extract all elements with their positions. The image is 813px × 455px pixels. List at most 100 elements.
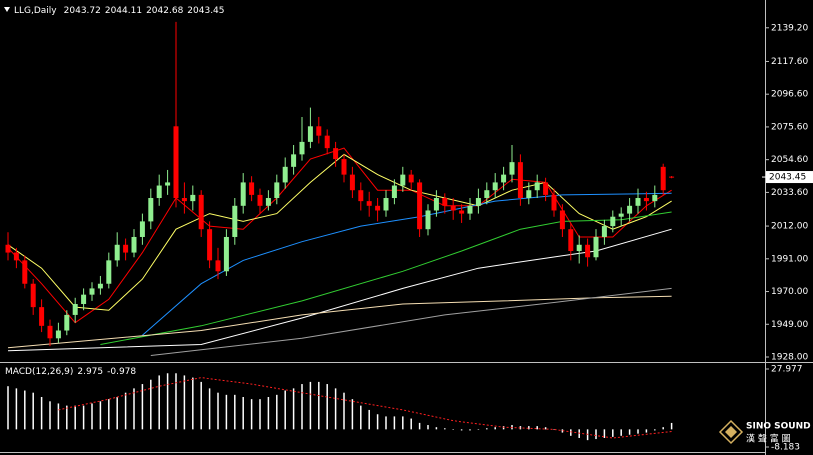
candle-body [501, 174, 507, 183]
macd-bar [183, 375, 186, 430]
candle-body [181, 198, 187, 202]
macd-tick-label: 27.977 [771, 365, 803, 375]
candle-body [97, 283, 103, 289]
macd-bar [494, 427, 496, 430]
macd-bar [620, 429, 622, 436]
y-tick-label: 2075.60 [771, 122, 808, 132]
macd-bar [301, 384, 303, 430]
macd-bar [536, 426, 538, 430]
candle-body [484, 190, 490, 199]
logo-diamond [718, 419, 744, 445]
candle-body [543, 182, 549, 195]
y-tick-label: 2012.00 [771, 222, 808, 232]
macd-bar [309, 381, 312, 430]
candle-body [190, 194, 196, 202]
macd-bar [460, 429, 463, 431]
macd-bar [418, 422, 421, 430]
ohlc-value: 2044.11 [105, 6, 142, 16]
macd-bar [99, 401, 102, 430]
macd-bar [402, 416, 404, 430]
candle-body [375, 205, 381, 211]
y-tick-label: 1991.00 [771, 254, 808, 264]
macd-bar [561, 429, 564, 433]
macd-bar [7, 386, 9, 430]
candle-body [64, 314, 70, 331]
macd-bar [158, 375, 160, 430]
candle-body [593, 236, 599, 258]
macd-bar [259, 399, 261, 430]
macd-bar [343, 392, 345, 430]
y-tick-label: 2096.60 [771, 90, 808, 100]
y-tick-label: 2054.60 [771, 155, 808, 165]
macd-bar [192, 377, 194, 430]
candle-body [391, 185, 397, 199]
candle-body [274, 182, 280, 199]
candle-body [568, 229, 574, 252]
candle-body [408, 174, 414, 183]
candle-body [610, 216, 616, 227]
y-tick-label: 2033.60 [771, 188, 808, 198]
macd-bar [292, 388, 295, 430]
candle-body [333, 148, 339, 160]
candle-body [81, 294, 87, 305]
candle-body [165, 182, 171, 186]
candle-body [585, 244, 591, 258]
macd-bar [368, 409, 370, 430]
candle-body [475, 198, 481, 206]
macd-bar [544, 427, 547, 430]
current-price-box [766, 171, 813, 184]
candle-body [366, 201, 372, 206]
menu-triangle[interactable] [4, 7, 10, 12]
macd-bar [670, 422, 673, 430]
candle-body [223, 236, 229, 272]
macd-bar [166, 373, 169, 430]
candle-body [324, 135, 330, 149]
candle-body [660, 166, 666, 191]
candle-body [257, 194, 263, 206]
candle-body [47, 325, 53, 339]
y-tick-label: 2139.20 [771, 23, 808, 33]
macd-bar [410, 418, 412, 430]
candle-body [400, 174, 406, 186]
candle-body [240, 182, 246, 206]
candle-body [249, 182, 255, 195]
ma-line [150, 287, 672, 356]
candle-body [30, 283, 36, 308]
macd-bar [570, 429, 572, 436]
macd-bar [477, 429, 480, 430]
macd-bar [208, 388, 211, 430]
candle-body [291, 154, 297, 167]
candle-body [526, 190, 532, 199]
macd-bar [225, 394, 228, 430]
macd-bar [528, 426, 530, 430]
macd-bar [628, 429, 631, 435]
macd-bar [553, 429, 555, 430]
y-tick-label: 1970.00 [771, 287, 808, 297]
current-price-label: 2043.45 [769, 173, 806, 183]
candle-body [282, 166, 288, 183]
macd-bar [40, 396, 43, 430]
macd-bar [502, 426, 505, 430]
macd-bar [242, 396, 244, 430]
candle-body [148, 198, 154, 222]
candle-body [114, 244, 120, 261]
macd-bar [486, 428, 488, 430]
macd-bar [200, 381, 202, 430]
ma-line [7, 147, 672, 324]
macd-bar [351, 399, 354, 430]
candle-body [341, 159, 347, 175]
candle-body [652, 194, 658, 202]
macd-tick-label: -8.183 [771, 443, 800, 453]
macd-label: MACD(12,26,9) 2.975 -0.978 [5, 367, 136, 377]
candle-body [106, 260, 112, 284]
macd-bar [360, 405, 362, 430]
candle-body [635, 198, 641, 206]
candle-body [299, 141, 305, 155]
macd-bar [578, 429, 580, 438]
macd-bar [595, 429, 597, 440]
macd-bar [74, 405, 76, 430]
candle-body [383, 198, 389, 211]
macd-bar [276, 394, 278, 430]
candle-body [349, 174, 355, 191]
y-tick-label: 1928.00 [771, 353, 808, 363]
